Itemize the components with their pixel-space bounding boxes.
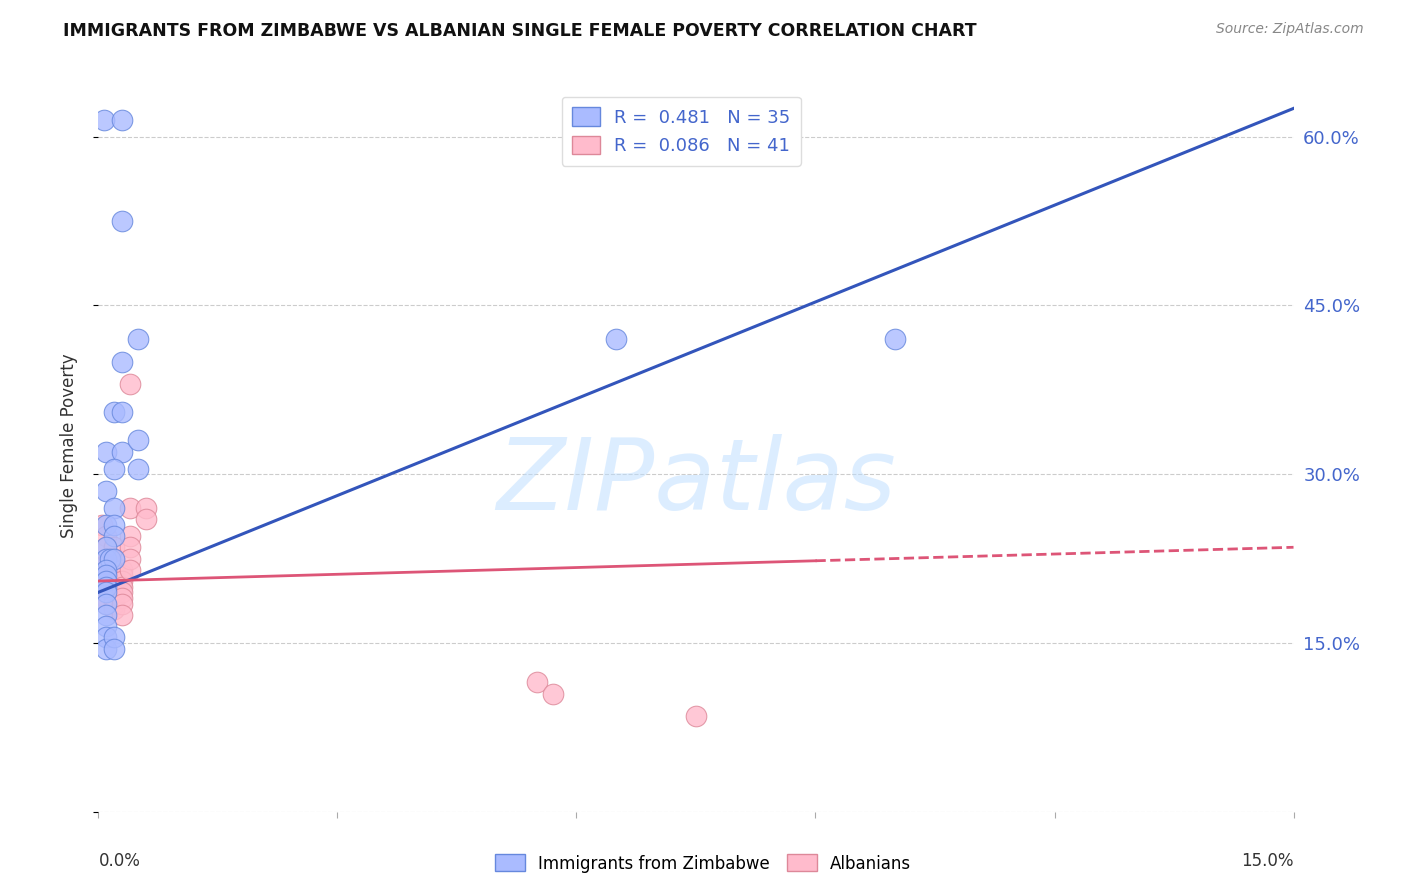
Point [120, 563, 142, 577]
Point [103, 585, 125, 599]
Point [96, 574, 118, 588]
Point [96, 563, 118, 577]
Point [91, 517, 114, 532]
Point [96, 630, 118, 644]
Point [96, 551, 118, 566]
Point [103, 568, 125, 582]
Point [111, 563, 134, 577]
Point [127, 461, 149, 475]
Point [96, 541, 118, 555]
Point [96, 444, 118, 458]
Point [111, 214, 134, 228]
Point [103, 563, 125, 577]
Text: Source: ZipAtlas.com: Source: ZipAtlas.com [1216, 22, 1364, 37]
Point [96, 557, 118, 571]
Point [96, 585, 118, 599]
Point [120, 551, 142, 566]
Point [103, 541, 125, 555]
Legend: R =  0.481   N = 35, R =  0.086   N = 41: R = 0.481 N = 35, R = 0.086 N = 41 [561, 96, 801, 166]
Point [96, 580, 118, 594]
Point [96, 619, 118, 633]
Point [96, 483, 118, 498]
Point [111, 597, 134, 611]
Point [96, 568, 118, 582]
Point [120, 500, 142, 515]
Point [111, 607, 134, 622]
Point [103, 500, 125, 515]
Point [96, 580, 118, 594]
Point [605, 332, 627, 346]
Point [111, 354, 134, 368]
Point [96, 591, 118, 605]
Point [111, 405, 134, 419]
Point [103, 580, 125, 594]
Point [111, 574, 134, 588]
Text: IMMIGRANTS FROM ZIMBABWE VS ALBANIAN SINGLE FEMALE POVERTY CORRELATION CHART: IMMIGRANTS FROM ZIMBABWE VS ALBANIAN SIN… [63, 22, 977, 40]
Point [103, 529, 125, 543]
Point [103, 641, 125, 656]
Point [103, 461, 125, 475]
Y-axis label: Single Female Poverty: Single Female Poverty [59, 354, 77, 538]
Point [135, 500, 157, 515]
Point [111, 112, 134, 127]
Point [111, 444, 134, 458]
Point [103, 405, 125, 419]
Point [96, 585, 118, 599]
Text: 0.0%: 0.0% [98, 852, 141, 870]
Text: ZIPatlas: ZIPatlas [496, 434, 896, 531]
Point [98, 551, 122, 566]
Point [96, 574, 118, 588]
Point [541, 687, 564, 701]
Point [111, 591, 134, 605]
Point [111, 568, 134, 582]
Point [120, 541, 142, 555]
Point [111, 580, 134, 594]
Point [127, 332, 149, 346]
Point [120, 529, 142, 543]
Point [111, 585, 134, 599]
Point [103, 517, 125, 532]
Point [96, 541, 118, 555]
Point [96, 597, 118, 611]
Point [96, 551, 118, 566]
Point [103, 630, 125, 644]
Point [103, 602, 125, 616]
Point [96, 529, 118, 543]
Point [884, 332, 907, 346]
Point [135, 512, 157, 526]
Point [103, 551, 125, 566]
Legend: Immigrants from Zimbabwe, Albanians: Immigrants from Zimbabwe, Albanians [488, 847, 918, 880]
Point [103, 591, 125, 605]
Point [103, 574, 125, 588]
Point [96, 607, 118, 622]
Text: 15.0%: 15.0% [1241, 852, 1294, 870]
Point [120, 377, 142, 392]
Point [127, 434, 149, 448]
Point [103, 551, 125, 566]
Point [96, 568, 118, 582]
Point [96, 641, 118, 656]
Point [96, 517, 118, 532]
Point [685, 709, 707, 723]
Point [103, 597, 125, 611]
Point [96, 597, 118, 611]
Point [93, 112, 115, 127]
Point [526, 675, 548, 690]
Point [96, 563, 118, 577]
